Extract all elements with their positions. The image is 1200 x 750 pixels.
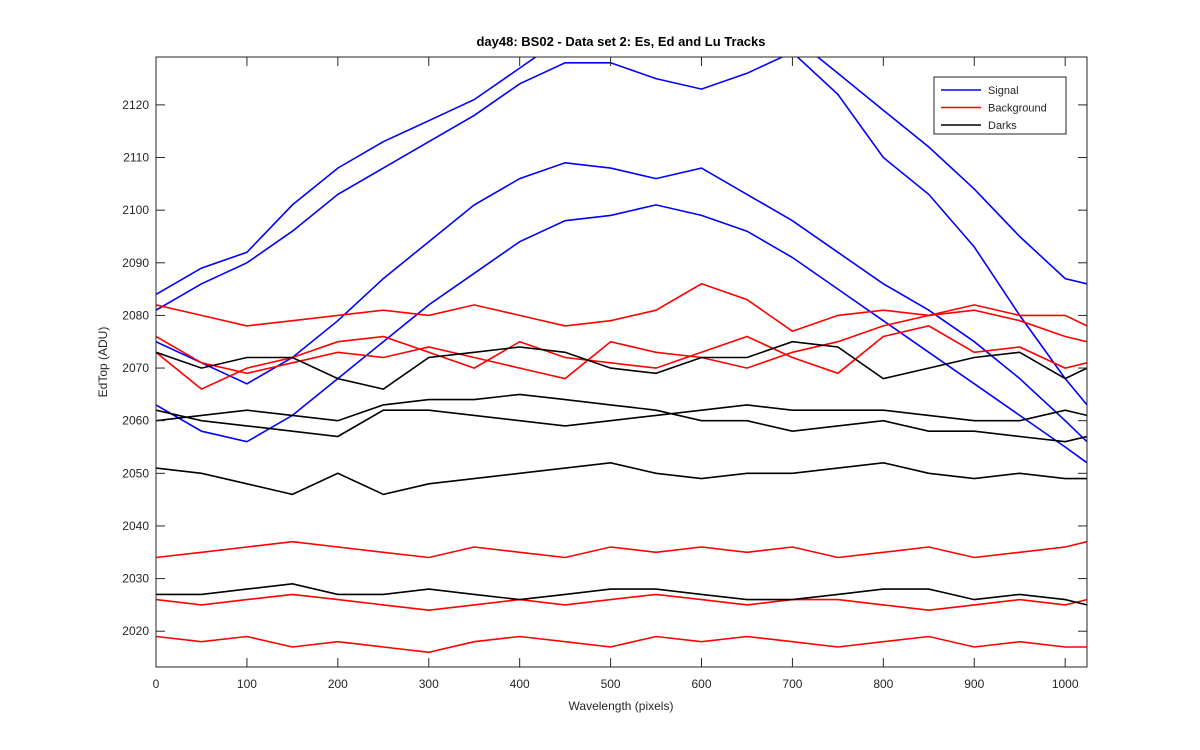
track-line <box>156 340 1087 390</box>
x-tick-label: 700 <box>782 677 802 691</box>
y-tick-label: 2080 <box>122 308 149 322</box>
x-tick-label: 400 <box>510 677 530 691</box>
track-line <box>156 593 1087 612</box>
plot-frame <box>155 56 1088 668</box>
legend-label: Darks <box>988 120 1017 132</box>
y-tick-label: 2120 <box>122 98 149 112</box>
track-line <box>156 57 1087 406</box>
x-tick-label: 600 <box>691 677 711 691</box>
y-tick-label: 2030 <box>122 572 149 586</box>
track-line <box>156 540 1087 559</box>
track-line <box>156 57 1087 296</box>
track-line <box>156 161 1087 443</box>
chart-title: day48: BS02 - Data set 2: Es, Ed and Lu … <box>476 34 765 49</box>
plot-lines <box>156 57 1087 654</box>
track-line <box>156 635 1087 654</box>
y-tick-label: 2090 <box>122 256 149 270</box>
legend-label: Background <box>988 103 1047 115</box>
y-tick-label: 2060 <box>122 414 149 428</box>
y-axis-label: EdTop (ADU) <box>96 327 110 398</box>
x-tick-label: 0 <box>153 677 160 691</box>
legend-label: Signal <box>988 85 1019 97</box>
track-line <box>156 282 1087 333</box>
x-tick-label: 1000 <box>1052 677 1079 691</box>
track-line <box>156 582 1087 606</box>
x-tick-label: 100 <box>237 677 257 691</box>
track-line <box>156 404 1087 438</box>
y-tick-label: 2020 <box>122 624 149 638</box>
y-tick-label: 2050 <box>122 466 149 480</box>
track-line <box>156 393 1087 443</box>
track-line <box>156 309 1087 380</box>
y-tick-label: 2100 <box>122 203 149 217</box>
x-tick-label: 300 <box>419 677 439 691</box>
x-axis-label: Wavelength (pixels) <box>569 699 674 713</box>
track-line <box>156 325 1087 391</box>
y-tick-label: 2110 <box>123 151 149 165</box>
y-tick-label: 2070 <box>122 361 149 375</box>
y-tick-label: 2040 <box>122 519 149 533</box>
x-tick-label: 800 <box>873 677 893 691</box>
x-tick-label: 500 <box>601 677 621 691</box>
track-line <box>156 204 1087 464</box>
x-tick-label: 200 <box>328 677 348 691</box>
x-tick-label: 900 <box>964 677 984 691</box>
track-line <box>156 461 1087 496</box>
